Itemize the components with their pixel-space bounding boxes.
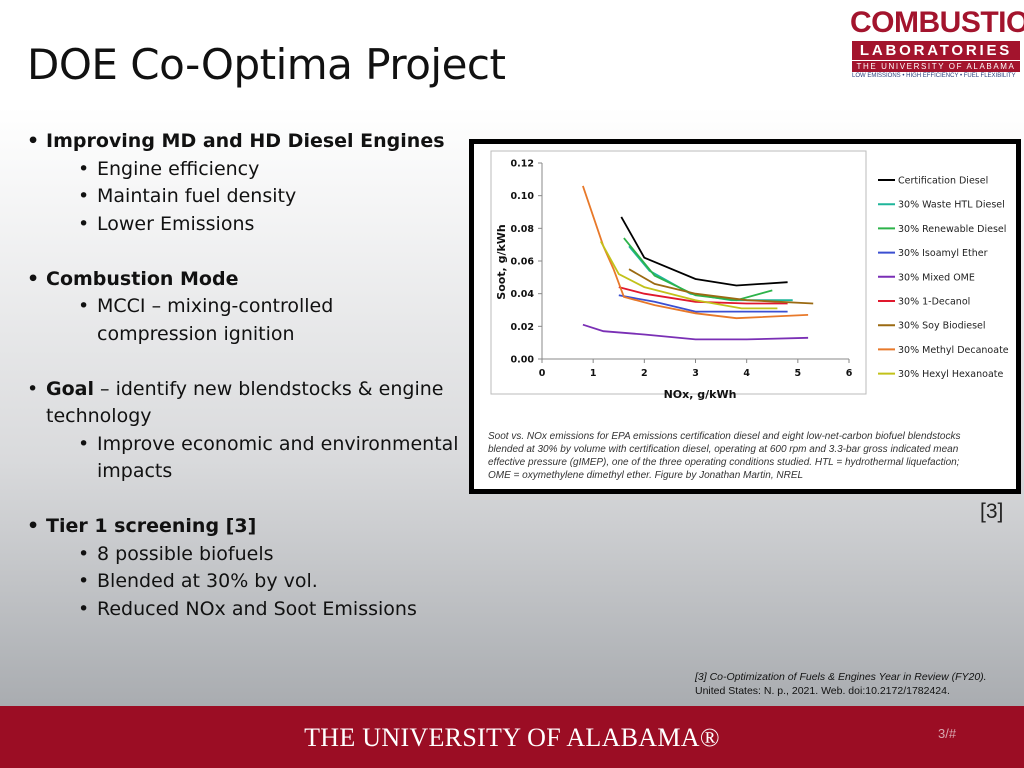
soot-vs-nox-chart: 0 1 2 3 4 5 6 0.00 0.02 0.04 0.06 0.08 0.10 0.12 Cert… [490, 150, 1009, 401]
citation-line-2: United States: N. p., 2021. Web. doi:10.… [695, 685, 950, 697]
y-axis-label: Soot, g/kWh [495, 224, 508, 299]
sub-bullet: MCCI – mixing-controlled compression igni… [27, 293, 467, 348]
bullet-list: Improving MD and HD Diesel Engines Engin… [27, 128, 467, 623]
logo-line-2: LABORATORIES [852, 41, 1020, 60]
y-tick-label: 0.06 [511, 257, 535, 268]
y-tick-label: 0.04 [511, 289, 535, 300]
x-tick-label: 2 [641, 368, 648, 379]
sub-bullet-text-cont: impacts [97, 460, 173, 482]
caption-line: Soot vs. NOx emissions for EPA emissions… [488, 431, 961, 442]
bullet-tier1: Tier 1 screening [3] [27, 513, 467, 541]
legend-label: Certification Diesel [898, 176, 988, 187]
x-tick-label: 5 [795, 368, 802, 379]
series-line-6 [618, 286, 788, 305]
sub-bullet-text-cont: compression ignition [97, 322, 295, 345]
sub-bullet: Improve economic and environmental impact… [27, 431, 467, 486]
series-line-4 [618, 294, 788, 313]
legend-label: 30% Hexyl Hexanoate [898, 369, 1004, 380]
x-tick-label: 6 [846, 368, 853, 379]
series-line-5 [582, 323, 809, 341]
footer-bar: THE UNIVERSITY OF ALABAMA® 3/# [0, 706, 1024, 768]
y-tick-label: 0.02 [511, 322, 534, 333]
y-tick-label: 0.12 [511, 159, 534, 170]
goal-label: Goal [46, 377, 94, 400]
goal-text-cont: technology [46, 405, 152, 427]
y-tick-label: 0.10 [511, 191, 535, 202]
legend-label: 30% Soy Biodiesel [898, 321, 986, 332]
citation: [3] Co-Optimization of Fuels & Engines Y… [695, 670, 1020, 698]
sub-bullet: Engine efficiency [27, 156, 467, 184]
page-number: 3/# [938, 726, 957, 741]
series-line-3 [623, 237, 773, 302]
sub-bullet: Maintain fuel density [27, 183, 467, 211]
x-tick-label: 1 [590, 368, 597, 379]
x-tick-label: 0 [539, 368, 546, 379]
logo-line-1: COMBUSTION [850, 6, 1024, 39]
series-line-1 [620, 216, 788, 287]
x-tick-label: 4 [743, 368, 750, 379]
logo-tagline: LOW EMISSIONS • HIGH EFFICIENCY • FUEL F… [852, 73, 1016, 79]
slide-title: DOE Co-Optima Project [27, 40, 506, 89]
reference-marker: [3] [980, 500, 1004, 523]
figure-panel: 0 1 2 3 4 5 6 0.00 0.02 0.04 0.06 0.08 0.10 0.12 Cert… [474, 144, 1016, 489]
legend-label: 30% Mixed OME [898, 272, 975, 283]
x-tick-label: 3 [692, 368, 699, 379]
legend-label: 30% 1-Decanol [898, 297, 970, 308]
bullet-engines: Improving MD and HD Diesel Engines [27, 128, 467, 156]
caption-line: effective pressure (gIMEP), one of the t… [488, 457, 960, 468]
goal-text: – identify new blendstocks & engine [93, 377, 444, 400]
figure-caption: Soot vs. NOx emissions for EPA emissions… [488, 430, 1008, 482]
sub-bullet: Blended at 30% by vol. [27, 568, 467, 596]
citation-line-1: [3] Co-Optimization of Fuels & Engines Y… [695, 671, 987, 683]
y-tick-label: 0.08 [511, 224, 535, 235]
caption-line: OME = oxymethylene dimethyl ether. Figur… [488, 470, 804, 481]
sub-bullet-text: MCCI – mixing-controlled [97, 295, 334, 317]
legend-label: 30% Isoamyl Ether [898, 248, 988, 259]
sub-bullet: 8 possible biofuels [27, 541, 467, 569]
bullet-combustion-mode: Combustion Mode [27, 266, 467, 294]
sub-bullet: Lower Emissions [27, 211, 467, 239]
university-name: THE UNIVERSITY OF ALABAMA® [304, 723, 720, 752]
x-axis-label: NOx, g/kWh [664, 388, 737, 401]
logo-line-3: THE UNIVERSITY OF ALABAMA [852, 61, 1020, 72]
combustion-laboratories-logo: COMBUSTION LABORATORIES THE UNIVERSITY O… [850, 6, 1024, 82]
bullet-goal: Goal – identify new blendstocks & engine… [27, 376, 467, 431]
legend-label: 30% Methyl Decanoate [898, 345, 1009, 356]
sub-bullet-text: Improve economic and environmental [97, 432, 459, 455]
sub-bullet: Reduced NOx and Soot Emissions [27, 596, 467, 624]
series-line-9 [600, 240, 778, 310]
series-line-7 [628, 268, 814, 305]
caption-line: blended at 30% by volume with certificat… [488, 444, 959, 455]
y-tick-label: 0.00 [511, 355, 535, 366]
legend-label: 30% Waste HTL Diesel [898, 200, 1005, 211]
figure-frame: 0 1 2 3 4 5 6 0.00 0.02 0.04 0.06 0.08 0.10 0.12 Cert… [469, 139, 1021, 494]
legend-label: 30% Renewable Diesel [898, 224, 1006, 235]
